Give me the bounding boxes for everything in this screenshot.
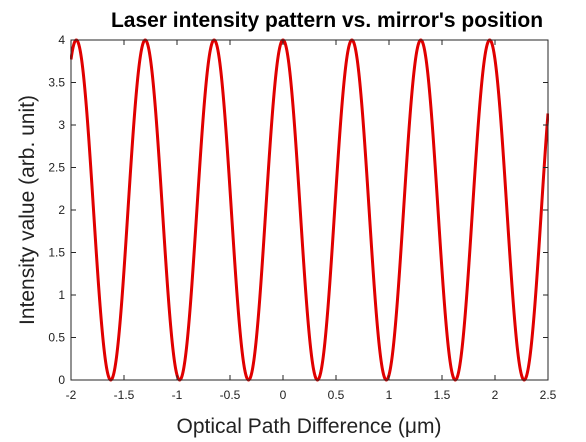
x-tick-label: 0 — [280, 388, 287, 402]
x-axis: -2 -1.5 -1 -0.5 0 0.5 1 1.5 2 2.5 — [66, 40, 557, 402]
y-axis: 0 0.5 1 1.5 2 2.5 3 3.5 4 — [48, 33, 548, 387]
y-tick-label: 2.5 — [48, 161, 65, 175]
plot-area — [70, 38, 549, 382]
x-tick-label: 1 — [386, 388, 393, 402]
y-tick-label: 1.5 — [48, 246, 65, 260]
y-tick-label: 3.5 — [48, 76, 65, 90]
x-tick-label: -2 — [66, 388, 77, 402]
y-tick-label: 0.5 — [48, 331, 65, 345]
intensity-series-line — [70, 38, 549, 382]
x-tick-label: 2 — [492, 388, 499, 402]
y-tick-label: 3 — [58, 118, 65, 132]
x-tick-label: 1.5 — [434, 388, 451, 402]
x-tick-label: -0.5 — [220, 388, 241, 402]
x-tick-label: -1.5 — [114, 388, 135, 402]
x-tick-label: 0.5 — [328, 388, 345, 402]
x-axis-label: Optical Path Difference (μm) — [177, 415, 442, 438]
x-tick-label: -1 — [172, 388, 183, 402]
y-tick-label: 2 — [58, 203, 65, 217]
y-tick-label: 0 — [58, 373, 65, 387]
chart-title: Laser intensity pattern vs. mirror's pos… — [111, 9, 543, 32]
y-axis-label: Intensity value (arb. unit) — [16, 95, 39, 325]
y-tick-label: 4 — [58, 33, 65, 47]
x-tick-label: 2.5 — [540, 388, 557, 402]
y-tick-label: 1 — [58, 288, 65, 302]
